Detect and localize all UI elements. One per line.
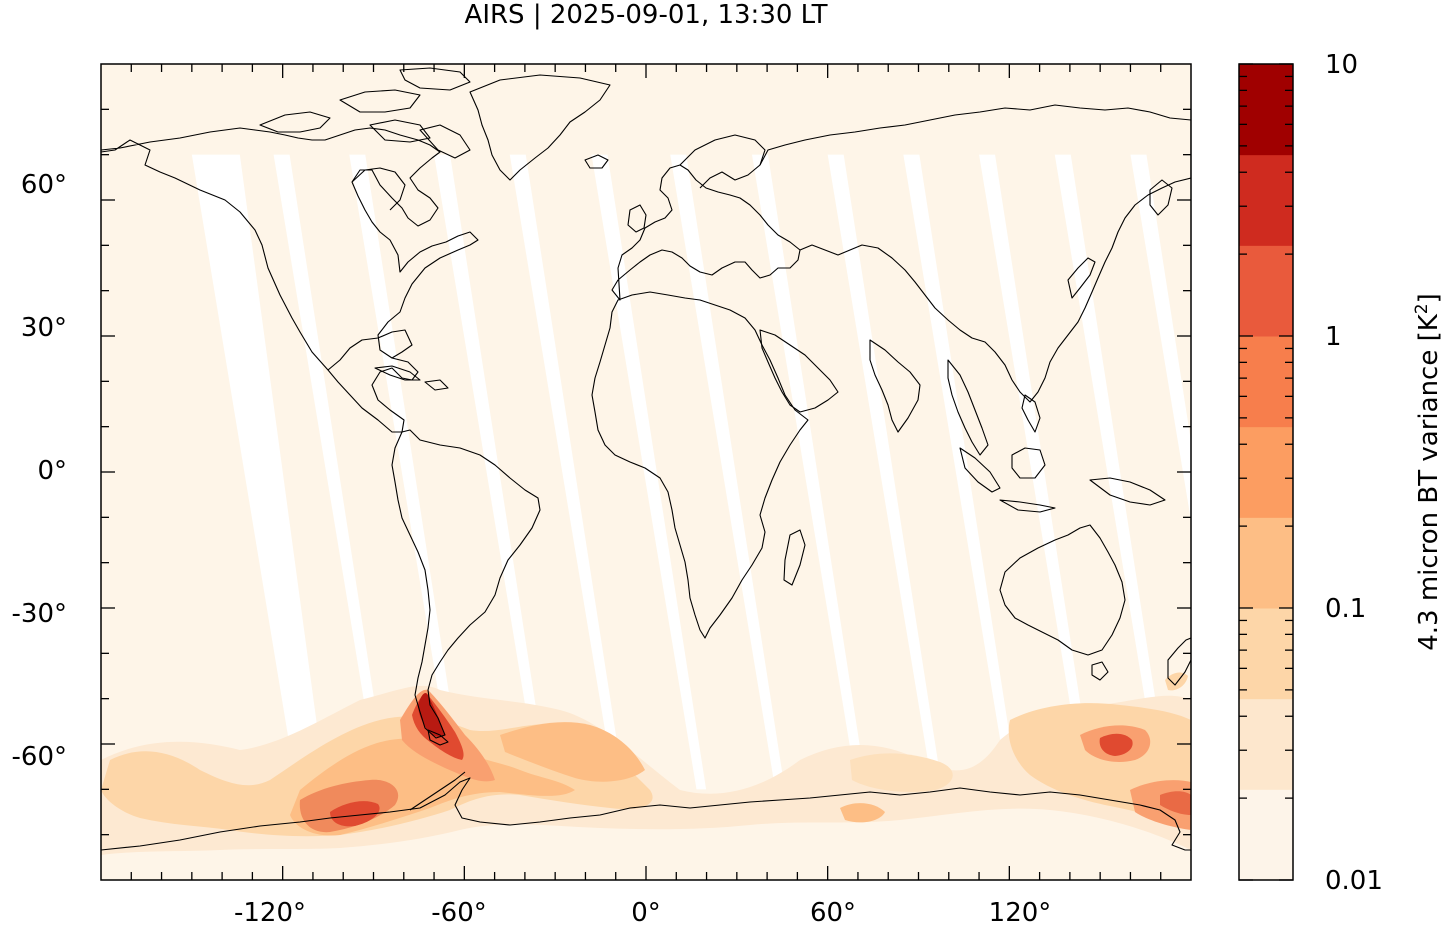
coastline-south-america [391, 429, 541, 739]
variance-hotspots [101, 672, 1191, 855]
indian-ocean-sector [850, 753, 953, 792]
colorbar-segment [1239, 426, 1293, 518]
coastline-antarctic-peninsula [409, 771, 466, 811]
andes-peak [418, 693, 445, 738]
coastline-india [869, 339, 921, 433]
colorbar-label-text: 4.3 micron BT variance [K [1414, 313, 1442, 651]
map-axis-ticks [101, 64, 1191, 880]
coastline-madagascar [783, 529, 806, 586]
coastline-sumatra [959, 447, 1001, 493]
orbit-gap-stripe [191, 154, 326, 790]
coastline-southeast-asia [947, 359, 989, 456]
colorbar-frame [1238, 63, 1294, 881]
map-title: AIRS | 2025-09-01, 13:30 LT [465, 0, 828, 30]
orbit-gap-stripe [670, 154, 785, 790]
colorbar [1239, 64, 1293, 881]
y-tick-label: 60° [21, 170, 67, 200]
colorbar-label-superscript: 2 [1412, 303, 1432, 314]
coastline-philippines [1021, 394, 1041, 433]
coastline-arctic-islands-3 [399, 67, 471, 91]
colorbar-segment [1239, 789, 1293, 881]
orbit-gap-stripe [903, 154, 1018, 790]
coastline-scandinavia [679, 134, 766, 189]
colorbar-tick-label: 0.01 [1325, 866, 1383, 896]
orbit-gap-stripe [591, 154, 707, 790]
coastline-baffin [419, 124, 471, 159]
colorbar-segment [1239, 336, 1293, 428]
colorbar-label: 4.3 micron BT variance [K2] [1412, 293, 1442, 651]
colorbar-label-close: ] [1414, 293, 1442, 303]
coastline-asia [759, 104, 1191, 403]
colorbar-segment [1239, 698, 1293, 790]
colorbar-segment [1239, 245, 1293, 337]
coastline-britain [627, 204, 647, 233]
coastline-tierra-del-fuego [427, 729, 449, 746]
coastlines [101, 67, 1191, 851]
orbit-gap-stripe [509, 154, 625, 790]
coastline-tasmania [1091, 661, 1109, 681]
south-pacific-hot-2 [330, 801, 380, 827]
coastline-japan [1067, 257, 1096, 299]
y-tick-label: 30° [21, 313, 67, 343]
x-tick-label: 60° [810, 898, 856, 928]
orbit-gap-stripe [1054, 154, 1170, 790]
coastline-kamchatka [1149, 179, 1173, 216]
colorbar-segment [1239, 154, 1293, 246]
y-tick-label: -30° [12, 599, 67, 629]
coastline-australia [999, 524, 1126, 656]
orbit-gap-stripe [434, 154, 549, 790]
colorbar-tick-labels: 10 1 0.1 0.01 [1325, 50, 1383, 896]
coastline-greenland [469, 74, 611, 181]
orbit-gap-stripe [273, 154, 389, 790]
coastline-antarctica [101, 777, 1191, 851]
colorbar-segment [1239, 517, 1293, 609]
orbit-gap-stripe [979, 154, 1094, 790]
coastline-arctic-islands-4 [369, 119, 431, 143]
south-atlantic-mid [500, 722, 645, 782]
coastline-north-america [101, 127, 479, 433]
y-axis-labels: 60° 30° 0° -30° -60° [12, 170, 67, 772]
x-tick-label: -60° [431, 898, 486, 928]
coastline-iceland [584, 154, 609, 169]
x-tick-label: 120° [989, 898, 1052, 928]
colorbar-ticks [1239, 63, 1293, 881]
colorbar-tick-label: 10 [1325, 50, 1358, 80]
orbit-gap-stripe [827, 154, 943, 790]
x-axis-labels: -120° -60° 0° 60° 120° [234, 898, 1051, 928]
tasman-spot [1165, 672, 1188, 691]
coastline-new-zealand [1167, 637, 1191, 686]
coastline-arctic-islands-2 [339, 89, 421, 113]
coastline-hudson-bay [351, 167, 406, 211]
coastline-gulf-mexico [327, 329, 413, 371]
coastline-borneo [1011, 447, 1046, 479]
orbit-gaps [191, 154, 1191, 790]
map-area [101, 64, 1191, 880]
coastline-hispaniola [424, 379, 449, 391]
colorbar-segment [1239, 64, 1293, 156]
x-tick-label: -120° [234, 898, 306, 928]
colorbar-segment [1239, 608, 1293, 700]
x-tick-label: 0° [631, 898, 661, 928]
y-tick-label: -60° [12, 742, 67, 772]
coastline-africa [591, 291, 809, 639]
y-tick-label: 0° [37, 456, 67, 486]
australia-sector-hot [1099, 733, 1133, 756]
ross-sea-hot [1160, 791, 1191, 815]
orbit-gap-stripe [751, 154, 867, 790]
orbit-gap-stripe [349, 154, 464, 790]
coastline-cuba [374, 365, 421, 381]
coastline-new-guinea [1089, 477, 1166, 506]
coastline-europe [611, 164, 801, 301]
coastline-arctic-islands-1 [259, 111, 331, 133]
colorbar-tick-label: 1 [1325, 322, 1342, 352]
colorbar-tick-label: 0.1 [1325, 594, 1366, 624]
indian-ocean-spot [840, 803, 885, 823]
coastline-java [999, 499, 1056, 513]
coastline-arabia [759, 329, 839, 413]
